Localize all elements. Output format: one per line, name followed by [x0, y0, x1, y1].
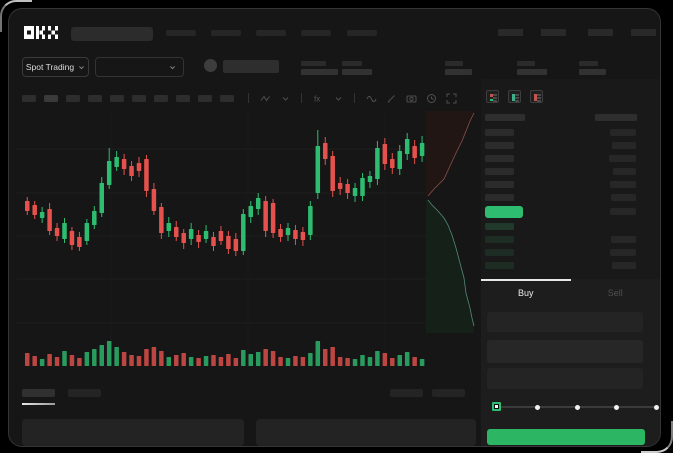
depth-chart [426, 111, 475, 333]
ask-price-bar[interactable] [485, 129, 514, 136]
ask-size-bar[interactable] [610, 129, 636, 136]
fullscreen-icon[interactable] [446, 93, 457, 104]
bottom-tab-placeholder[interactable] [22, 389, 55, 397]
order-book-rows [481, 9, 660, 279]
book-split-icon[interactable] [486, 90, 499, 103]
bid-size-bar[interactable] [612, 262, 636, 269]
nav-right-placeholder[interactable] [498, 29, 523, 36]
ask-size-bar[interactable] [609, 154, 636, 162]
ask-size-bar[interactable] [611, 193, 636, 201]
order-price-field[interactable] [487, 312, 643, 332]
order-book-view-toggles [486, 90, 543, 103]
toolbar-button-placeholder[interactable] [66, 94, 80, 102]
tab-sell[interactable]: Sell [571, 288, 661, 298]
bid-price-bar[interactable] [485, 262, 514, 269]
bottom-tab-placeholder[interactable] [432, 389, 465, 397]
nav-item-placeholder[interactable] [166, 30, 196, 36]
nav-right-placeholder[interactable] [541, 29, 566, 36]
indicators-fx-icon[interactable]: fx [313, 93, 324, 104]
chevron-down-icon [79, 65, 85, 69]
candle-type-icon[interactable] [260, 93, 271, 104]
toolbar-button-placeholder[interactable] [220, 94, 234, 102]
ask-size-bar[interactable] [613, 167, 636, 175]
toolbar-button-placeholder[interactable] [88, 94, 102, 102]
okx-logo [24, 26, 58, 44]
market-type-label: Spot Trading [25, 62, 75, 72]
slider-handle[interactable] [492, 402, 501, 411]
app-window: Spot Trading fx [8, 8, 661, 447]
last-price-bar[interactable] [485, 206, 523, 218]
line-type-icon[interactable] [366, 93, 377, 104]
ask-price-bar[interactable] [485, 180, 514, 188]
history-table-placeholder [256, 419, 476, 446]
svg-text:fx: fx [314, 94, 320, 103]
nav-item-placeholder[interactable] [256, 30, 286, 36]
bid-size-bar[interactable] [611, 236, 636, 243]
toolbar-button-placeholder[interactable] [198, 94, 212, 102]
slider-stop-dot[interactable] [653, 404, 659, 410]
bottom-tab-placeholder[interactable] [68, 389, 101, 397]
order-book-header-left[interactable] [485, 114, 525, 121]
last-size-bar[interactable] [610, 208, 636, 215]
chevron-down-icon [170, 65, 175, 69]
toolbar-button-placeholder[interactable] [132, 94, 146, 102]
slider-stop-dot[interactable] [574, 404, 580, 410]
toolbar-separator [354, 93, 355, 103]
order-book-header-right[interactable] [595, 114, 637, 121]
book-asks-icon[interactable] [530, 90, 543, 103]
ask-price-bar[interactable] [485, 154, 514, 162]
order-form: Buy Sell [481, 279, 660, 446]
toolbar-button-placeholder[interactable] [110, 94, 124, 102]
ask-price-bar[interactable] [485, 167, 514, 175]
pair-selector-dropdown[interactable] [95, 57, 184, 77]
nav-item-placeholder[interactable] [301, 30, 331, 36]
nav-item-placeholder[interactable] [211, 30, 241, 36]
pair-coin-icon [204, 59, 217, 72]
ask-price-bar[interactable] [485, 193, 514, 201]
candlestick-chart[interactable] [17, 107, 427, 373]
bid-size-bar[interactable] [610, 249, 636, 256]
toolbar-button-placeholder[interactable] [44, 94, 58, 102]
nav-right-placeholder[interactable] [631, 29, 656, 36]
toolbar-separator [248, 93, 249, 103]
orders-table-placeholder [22, 419, 244, 446]
chevron-down-icon[interactable] [280, 93, 291, 104]
slider-stop-dot[interactable] [535, 404, 540, 410]
camera-icon[interactable] [406, 93, 417, 104]
ask-size-bar[interactable] [610, 180, 636, 188]
draw-tool-icon[interactable] [386, 93, 397, 104]
bid-price-bar[interactable] [485, 223, 514, 230]
market-type-selector[interactable]: Spot Trading [22, 57, 89, 77]
nav-right-placeholder[interactable] [588, 29, 613, 36]
toolbar-button-placeholder[interactable] [176, 94, 190, 102]
ask-price-bar[interactable] [485, 141, 514, 149]
slider-stop-dot[interactable] [614, 404, 619, 410]
buy-submit-button[interactable] [487, 429, 645, 445]
amount-slider[interactable] [481, 399, 660, 415]
order-total-field[interactable] [487, 368, 643, 389]
chart-toolbar: fx [22, 91, 461, 105]
tab-buy[interactable]: Buy [481, 288, 571, 298]
history-clock-icon[interactable] [426, 93, 437, 104]
toolbar-separator [301, 93, 302, 103]
nav-item-placeholder[interactable] [347, 30, 377, 36]
toolbar-button-placeholder[interactable] [22, 94, 36, 102]
active-bottom-tab-indicator [22, 403, 55, 405]
bid-price-bar[interactable] [485, 236, 514, 243]
active-tab-indicator [481, 279, 571, 281]
book-bids-icon[interactable] [508, 90, 521, 103]
nav-search-placeholder[interactable] [71, 27, 153, 41]
chevron-down-icon[interactable] [333, 93, 344, 104]
last-price-placeholder [223, 60, 279, 73]
order-amount-field[interactable] [487, 340, 643, 363]
bottom-tab-placeholder[interactable] [390, 389, 423, 397]
ask-size-bar[interactable] [612, 141, 636, 149]
toolbar-button-placeholder[interactable] [154, 94, 168, 102]
bid-price-bar[interactable] [485, 249, 514, 256]
